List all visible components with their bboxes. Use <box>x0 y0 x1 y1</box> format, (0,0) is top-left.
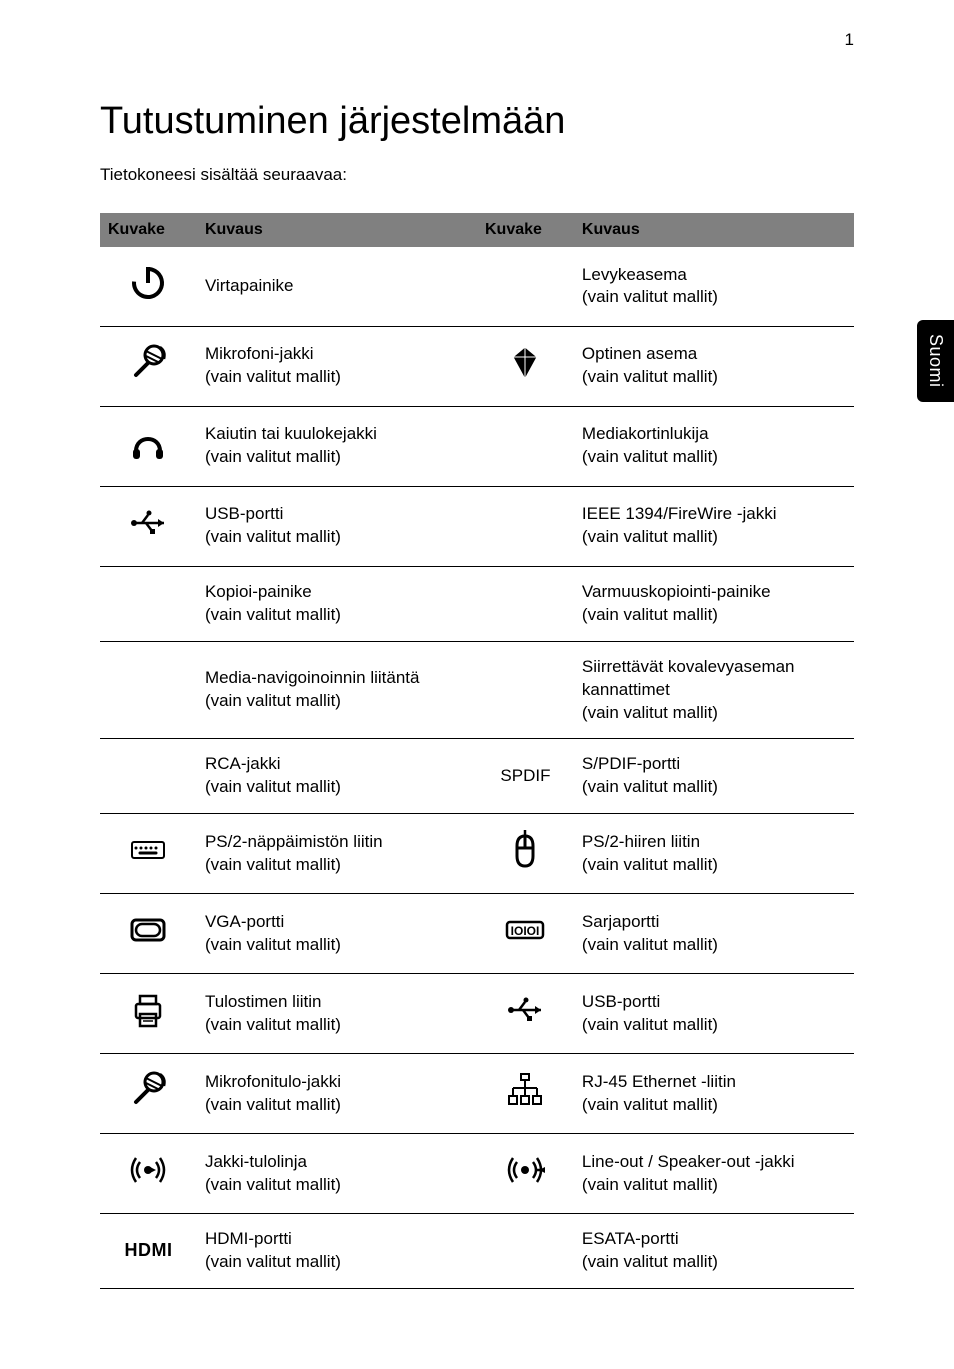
icon-cell <box>100 739 197 814</box>
table-row: Media-navigoinoinnin liitäntä (vain vali… <box>100 641 854 739</box>
desc-cell: RJ-45 Ethernet -liitin (vain valitut mal… <box>574 1054 854 1134</box>
table-row: Virtapainike Levykeasema (vain valitut ma… <box>100 247 854 326</box>
desc-cell: ESATA-portti (vain valitut mallit) <box>574 1214 854 1289</box>
desc-cell: IEEE 1394/FireWire -jakki (vain valitut … <box>574 486 854 566</box>
table-row: Jakki-tulolinja (vain valitut mallit) Lin… <box>100 1134 854 1214</box>
spdif-text: SPDIF <box>500 766 550 785</box>
icon-cell: SPDIF <box>477 739 574 814</box>
table-row: RCA-jakki (vain valitut mallit) SPDIF S/PD… <box>100 739 854 814</box>
usb-icon <box>503 988 547 1032</box>
icon-cell <box>477 486 574 566</box>
table-row: HDMI HDMI-portti (vain valitut mallit) ESA… <box>100 1214 854 1289</box>
icon-cell <box>477 1214 574 1289</box>
table-row: Tulostimen liitin (vain valitut mallit) U… <box>100 974 854 1054</box>
keyboard-icon <box>126 828 170 872</box>
desc-cell: Varmuuskopiointi-painike (vain valitut m… <box>574 566 854 641</box>
icon-cell <box>477 894 574 974</box>
page-number: 1 <box>845 30 854 50</box>
table-row: Mikrofonitulo-jakki (vain valitut mallit… <box>100 1054 854 1134</box>
desc-cell: VGA-portti (vain valitut mallit) <box>197 894 477 974</box>
th-icon-1: Kuvake <box>100 213 197 247</box>
vga-icon <box>126 908 170 952</box>
icon-cell <box>100 1134 197 1214</box>
desc-cell: Media-navigoinoinnin liitäntä (vain vali… <box>197 641 477 739</box>
icon-cell <box>477 326 574 406</box>
desc-cell: S/PDIF-portti (vain valitut mallit) <box>574 739 854 814</box>
icon-cell <box>477 641 574 739</box>
mic-icon <box>126 341 170 385</box>
desc-cell: Mikrofonitulo-jakki (vain valitut mallit… <box>197 1054 477 1134</box>
table-row: PS/2-näppäimistön liitin (vain valitut m… <box>100 814 854 894</box>
table-row: VGA-portti (vain valitut mallit) Sarjapor… <box>100 894 854 974</box>
desc-cell: Jakki-tulolinja (vain valitut mallit) <box>197 1134 477 1214</box>
document-page: 1 Suomi Tutustuminen järjestelmään Tieto… <box>0 0 954 1369</box>
desc-cell: Tulostimen liitin (vain valitut mallit) <box>197 974 477 1054</box>
icon-cell <box>100 974 197 1054</box>
serial-icon <box>503 908 547 952</box>
table-row: Kopioi-painike (vain valitut mallit) Varm… <box>100 566 854 641</box>
icon-cell: HDMI <box>100 1214 197 1289</box>
icon-cell <box>477 974 574 1054</box>
diamond-icon <box>503 341 547 385</box>
intro-text: Tietokoneesi sisältää seuraavaa: <box>100 165 854 185</box>
icon-cell <box>477 406 574 486</box>
desc-cell: USB-portti (vain valitut mallit) <box>197 486 477 566</box>
table-row: Mikrofoni-jakki (vain valitut mallit) Opt… <box>100 326 854 406</box>
page-title: Tutustuminen järjestelmään <box>100 100 854 143</box>
desc-cell: HDMI-portti (vain valitut mallit) <box>197 1214 477 1289</box>
icon-cell <box>477 566 574 641</box>
desc-cell: Kopioi-painike (vain valitut mallit) <box>197 566 477 641</box>
icon-cell <box>100 566 197 641</box>
icon-cell <box>477 1054 574 1134</box>
desc-cell: RCA-jakki (vain valitut mallit) <box>197 739 477 814</box>
icon-cell <box>100 406 197 486</box>
mic-icon <box>126 1068 170 1112</box>
icon-cell <box>477 1134 574 1214</box>
table-row: USB-portti (vain valitut mallit) IEEE 139… <box>100 486 854 566</box>
desc-cell: PS/2-hiiren liitin (vain valitut mallit) <box>574 814 854 894</box>
icon-cell <box>477 814 574 894</box>
desc-cell: Line-out / Speaker-out -jakki (vain vali… <box>574 1134 854 1214</box>
power-icon <box>126 261 170 305</box>
usb-icon <box>126 501 170 545</box>
lineout-icon <box>503 1148 547 1192</box>
icon-cell <box>477 247 574 326</box>
table-row: Kaiutin tai kuulokejakki (vain valitut m… <box>100 406 854 486</box>
headphone-icon <box>126 421 170 465</box>
desc-cell: Mediakortinlukija (vain valitut mallit) <box>574 406 854 486</box>
th-desc-1: Kuvaus <box>197 213 477 247</box>
desc-cell: PS/2-näppäimistön liitin (vain valitut m… <box>197 814 477 894</box>
icon-cell <box>100 1054 197 1134</box>
desc-cell: Siirrettävät kovalevyaseman kannattimet … <box>574 641 854 739</box>
printer-icon <box>126 988 170 1032</box>
icon-cell <box>100 486 197 566</box>
hdmi-text: HDMI <box>124 1240 172 1260</box>
desc-cell: Sarjaportti (vain valitut mallit) <box>574 894 854 974</box>
desc-cell: Mikrofoni-jakki (vain valitut mallit) <box>197 326 477 406</box>
linein-icon <box>126 1148 170 1192</box>
desc-cell: Levykeasema (vain valitut mallit) <box>574 247 854 326</box>
desc-cell: Optinen asema (vain valitut mallit) <box>574 326 854 406</box>
desc-cell: Kaiutin tai kuulokejakki (vain valitut m… <box>197 406 477 486</box>
mouse-icon <box>503 828 547 872</box>
ethernet-icon <box>503 1068 547 1112</box>
language-tab: Suomi <box>917 320 954 402</box>
desc-cell: USB-portti (vain valitut mallit) <box>574 974 854 1054</box>
th-desc-2: Kuvaus <box>574 213 854 247</box>
icon-cell <box>100 326 197 406</box>
icon-cell <box>100 247 197 326</box>
desc-cell: Virtapainike <box>197 247 477 326</box>
icon-cell <box>100 641 197 739</box>
icon-cell <box>100 814 197 894</box>
ports-table: Kuvake Kuvaus Kuvake Kuvaus Virtapainike… <box>100 213 854 1289</box>
th-icon-2: Kuvake <box>477 213 574 247</box>
icon-cell <box>100 894 197 974</box>
